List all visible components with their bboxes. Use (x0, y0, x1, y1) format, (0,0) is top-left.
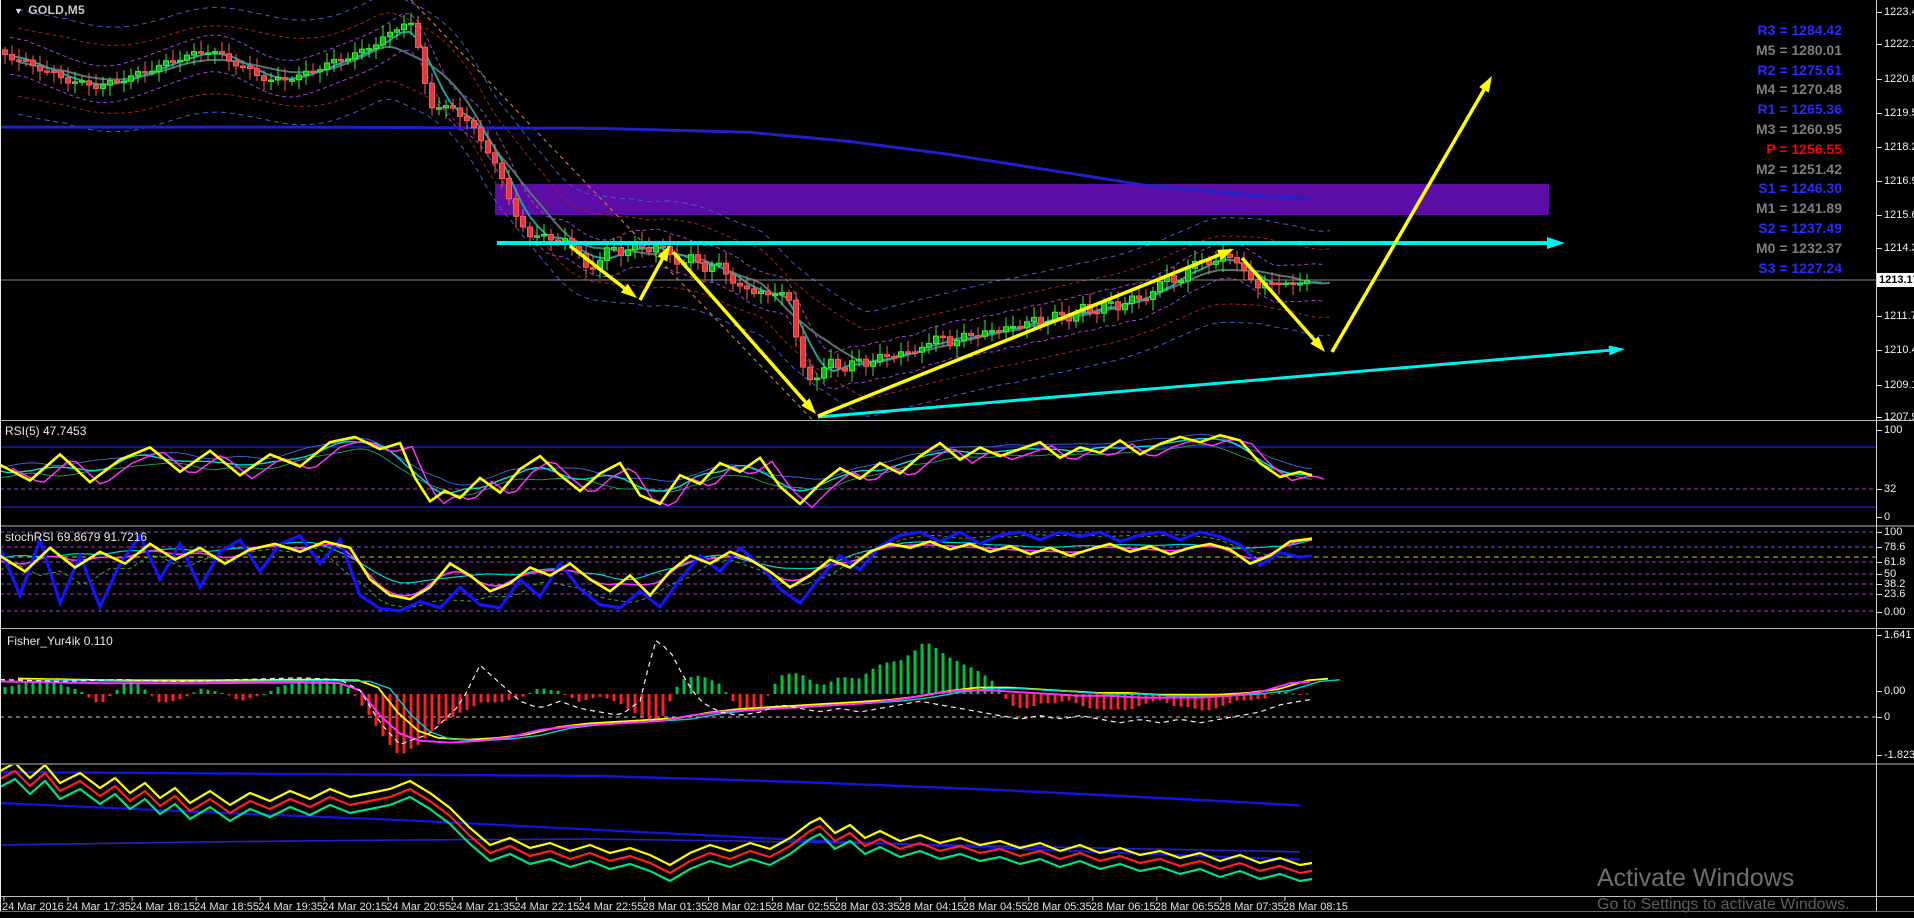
stochrsi-scale-label: 61.8 (1884, 556, 1906, 568)
resistance-zone-rectangle[interactable] (495, 184, 1549, 215)
fisher-scale-label: -1.823 (1884, 749, 1914, 761)
stochrsi-indicator-label: stochRSI 69.8679 91.7216 (5, 530, 148, 544)
pivot-level-r1: R1 = 1265.36 (1757, 101, 1842, 118)
pivot-level-r3: R3 = 1284.42 (1757, 22, 1842, 38)
price-axis-label: 1209.15 (1884, 379, 1914, 391)
pivot-level-s2: S2 = 1237.49 (1758, 219, 1842, 236)
fisher-indicator-label: Fisher_Yur4ik 0.110 (7, 634, 113, 648)
stochrsi-scale-label: 78.6 (1884, 541, 1906, 553)
current-price-badge: 1213.17 (1877, 273, 1914, 287)
time-axis-label: 28 Mar 04:15 (898, 901, 964, 913)
pivot-levels-panel: R3 = 1284.42 M5 = 1280.01 R2 = 1275.61 M4 =… (1694, 21, 1842, 278)
price-axis-label: 1211.75 (1884, 310, 1914, 322)
panel-fisher[interactable] (0, 639, 1876, 754)
price-axis-label: 1219.55 (1884, 107, 1914, 119)
price-axis-label: 1218.25 (1884, 141, 1914, 153)
time-axis-label: 28 Mar 01:35 (642, 901, 708, 913)
pivot-level-m4: M4 = 1270.48 (1755, 81, 1842, 98)
time-axis-label: 28 Mar 02:55 (770, 901, 836, 913)
pivot-level-m1: M1 = 1241.89 (1755, 200, 1842, 217)
stochrsi-scale-label: 0.00 (1884, 606, 1906, 618)
pivot-level-s1: S1 = 1246.30 (1758, 180, 1842, 197)
pivot-level-m2: M2 = 1251.42 (1755, 160, 1842, 177)
panel-main[interactable] (0, 0, 1876, 430)
price-axis-label: 1222.15 (1884, 38, 1914, 50)
time-axis-label: 24 Mar 20:15 (322, 901, 388, 913)
time-axis-label: 24 Mar 19:35 (258, 901, 324, 913)
rsi-scale-label: 32 (1884, 483, 1897, 495)
panel-rsi[interactable] (0, 433, 1876, 509)
time-axis-label: 28 Mar 08:15 (1283, 901, 1348, 913)
time-axis-label: 24 Mar 21:35 (450, 901, 516, 913)
symbol-period-label: ▼ GOLD,M5 (14, 3, 85, 17)
rsi-indicator-label: RSI(5) 47.7453 (5, 424, 87, 438)
time-axis-label: 28 Mar 05:35 (1026, 901, 1092, 913)
pivot-level-s3: S3 = 1227.24 (1758, 259, 1842, 276)
rsi-scale-label: 100 (1884, 424, 1903, 436)
fisher-scale-label: 0.00 (1884, 685, 1906, 697)
stochrsi-scale-label: 23.6 (1884, 588, 1906, 600)
pivot-level-m3: M3 = 1260.95 (1755, 120, 1842, 137)
price-axis-label: 1214.35 (1884, 242, 1914, 254)
price-axis-label: 1210.45 (1884, 344, 1914, 356)
time-axis-label: 24 Mar 22:15 (514, 901, 580, 913)
rsi-scale-label: 0 (1884, 511, 1891, 523)
price-axis-label: 1223.45 (1884, 6, 1914, 18)
price-axis-label: 1215.65 (1884, 209, 1914, 221)
time-axis-label: 24 Mar 18:15 (130, 901, 195, 913)
pivot-level-m5: M5 = 1280.01 (1755, 41, 1842, 58)
fisher-scale-label: 0 (1884, 711, 1891, 723)
pivot-level-m0: M0 = 1232.37 (1755, 239, 1842, 256)
panel-bottom[interactable] (0, 763, 1313, 883)
time-axis-label: 24 Mar 22:55 (578, 901, 644, 913)
time-axis-label: 28 Mar 06:15 (1090, 901, 1156, 913)
symbol-text: GOLD,M5 (28, 3, 85, 17)
pivot-level-p: P = 1256.55 (1766, 140, 1842, 157)
pivot-level-r2: R2 = 1275.61 (1757, 61, 1842, 78)
price-axis-label: 1220.85 (1884, 73, 1914, 85)
time-axis-label: 28 Mar 04:55 (962, 901, 1028, 913)
fisher-scale-label: 1.641 (1884, 629, 1912, 641)
stochrsi-scale-label: 50 (1884, 568, 1897, 580)
time-axis-label: 24 Mar 17:35 (66, 901, 131, 913)
price-axis-label: 1216.95 (1884, 175, 1914, 187)
time-axis-label: 28 Mar 03:35 (834, 901, 900, 913)
time-axis-label: 24 Mar 20:55 (386, 901, 452, 913)
time-axis-label: 28 Mar 06:55 (1154, 901, 1220, 913)
symbol-dropdown-icon[interactable]: ▼ (14, 6, 24, 16)
time-axis-label: 28 Mar 02:15 (706, 901, 772, 913)
activate-windows-subtext: Go to Settings to activate Windows. (1597, 896, 1850, 913)
price-axis-label: 1207.90 (1884, 411, 1914, 423)
time-axis-label: 24 Mar 2016 (2, 901, 64, 913)
time-axis-label: 28 Mar 07:35 (1218, 901, 1284, 913)
panel-stoch[interactable] (0, 530, 1876, 613)
stochrsi-scale-label: 100 (1884, 526, 1903, 538)
activate-windows-watermark: Activate Windows (1597, 864, 1795, 892)
stochrsi-scale-label: 38.2 (1884, 578, 1906, 590)
time-axis-label: 24 Mar 18:55 (194, 901, 259, 913)
